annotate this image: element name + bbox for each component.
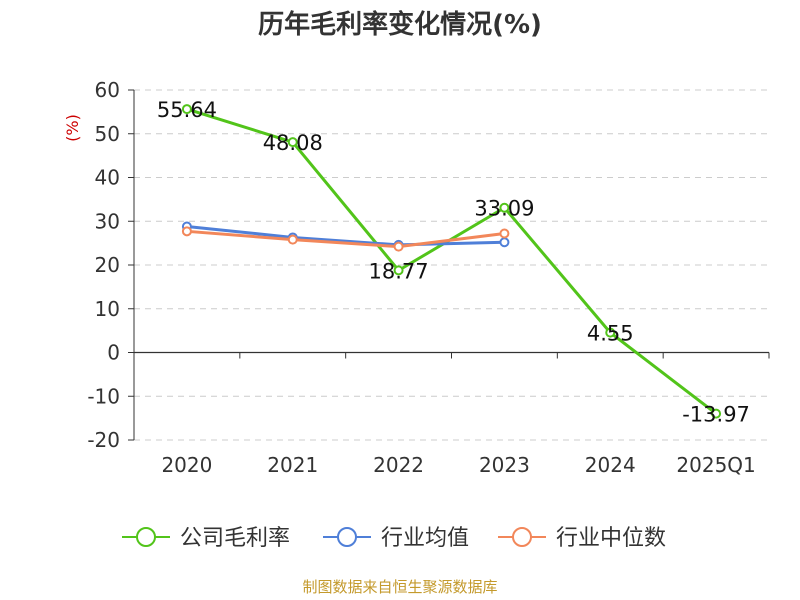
data-point[interactable] xyxy=(181,226,192,237)
x-tick-label: 2025Q1 xyxy=(676,453,755,477)
data-point[interactable] xyxy=(287,137,298,148)
data-label: 48.08 xyxy=(263,131,323,155)
legend-item[interactable]: 行业均值 xyxy=(323,526,469,551)
y-tick-label: 50 xyxy=(95,122,120,146)
data-point[interactable] xyxy=(287,234,298,245)
series-lines xyxy=(181,104,722,419)
y-tick-label: 30 xyxy=(95,209,120,233)
x-tick-label: 2022 xyxy=(373,453,424,477)
legend-label: 行业中位数 xyxy=(556,526,666,551)
x-tick-label: 2020 xyxy=(161,453,212,477)
y-tick-label: 40 xyxy=(95,166,120,190)
data-point[interactable] xyxy=(499,237,510,248)
data-point[interactable] xyxy=(499,228,510,239)
series-line xyxy=(186,229,505,249)
series-line xyxy=(186,225,505,247)
y-axis-label: (%) xyxy=(63,114,82,142)
legend-swatch-marker xyxy=(512,527,532,547)
x-tick-label: 2021 xyxy=(267,453,318,477)
legend-item[interactable]: 行业中位数 xyxy=(498,526,666,551)
source-note: 制图数据来自恒生聚源数据库 xyxy=(302,578,497,596)
data-point[interactable] xyxy=(393,265,404,276)
axes xyxy=(128,89,770,441)
data-point[interactable] xyxy=(181,104,192,115)
y-tick-label: 0 xyxy=(107,341,120,365)
legend-swatch-marker xyxy=(136,527,156,547)
data-point[interactable] xyxy=(499,202,510,213)
data-label: 18.77 xyxy=(369,259,429,283)
legend-label: 公司毛利率 xyxy=(180,526,290,551)
y-tick-labels: 60 50 40 30 20 10 0 -10 -20 xyxy=(87,78,120,452)
legend[interactable]: 公司毛利率 行业均值 行业中位数 xyxy=(122,526,666,551)
x-tick-label: 2023 xyxy=(479,453,530,477)
chart-title: 历年毛利率变化情况(%) xyxy=(258,9,542,40)
x-tick-labels: 2020 2021 2022 2023 2024 2025Q1 xyxy=(161,453,755,477)
y-tick-label: 20 xyxy=(95,253,120,277)
y-tick-label: 60 xyxy=(95,78,120,102)
data-label: 55.64 xyxy=(157,98,217,122)
y-tick-label: -10 xyxy=(87,384,120,408)
legend-swatch-marker xyxy=(337,527,357,547)
data-point[interactable] xyxy=(605,327,616,338)
data-point[interactable] xyxy=(393,241,404,252)
data-label: 33.09 xyxy=(474,197,534,221)
y-tick-label: 10 xyxy=(95,297,120,321)
data-point[interactable] xyxy=(711,408,722,419)
data-label: 4.55 xyxy=(587,322,634,346)
legend-label: 行业均值 xyxy=(381,526,469,551)
x-tick-label: 2024 xyxy=(585,453,636,477)
gridlines xyxy=(134,89,769,441)
y-tick-label: -20 xyxy=(87,428,120,452)
legend-item[interactable]: 公司毛利率 xyxy=(122,526,290,551)
data-labels: 55.64 48.08 18.77 33.09 4.55 -13.97 xyxy=(157,98,750,427)
data-label: -13.97 xyxy=(682,403,750,427)
